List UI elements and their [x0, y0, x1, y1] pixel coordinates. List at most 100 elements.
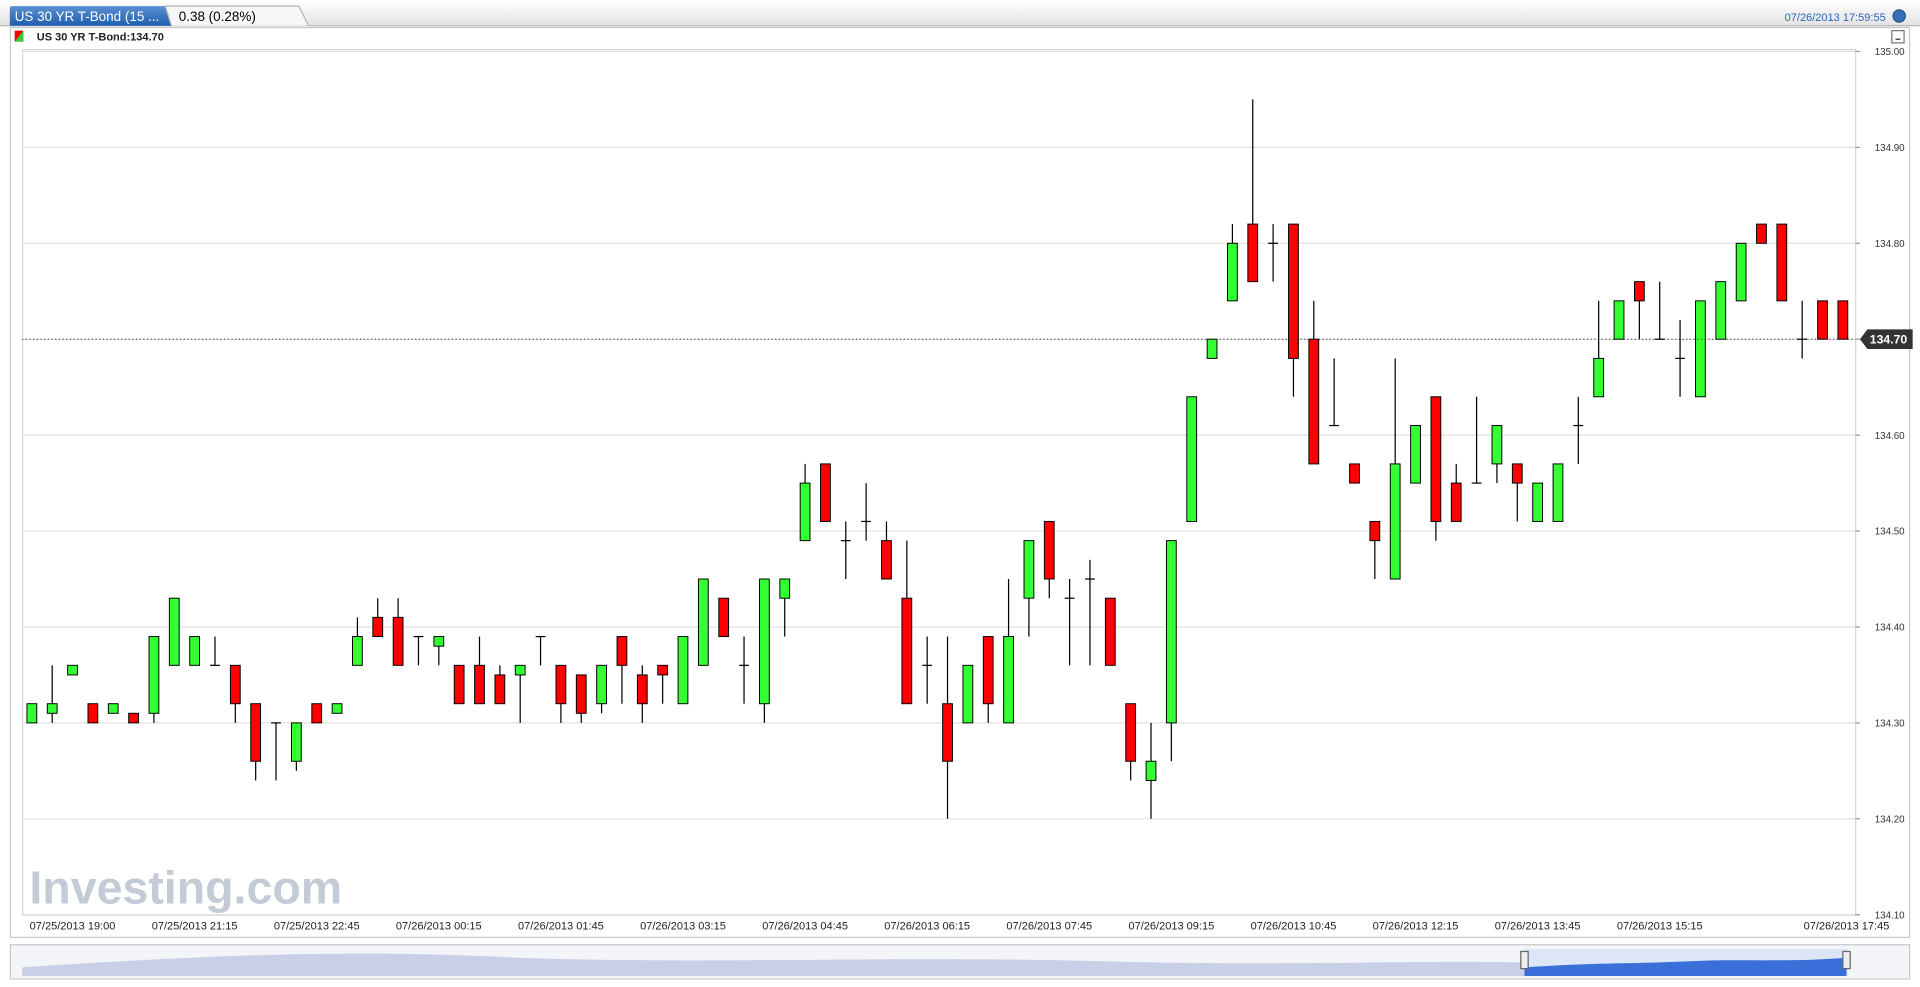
- candle-body: [799, 482, 811, 542]
- candle-body: [474, 664, 485, 705]
- candle-body: [107, 703, 119, 714]
- watermark: Investing.com: [29, 862, 342, 914]
- candle-body: [514, 664, 526, 676]
- candle-body: [1003, 636, 1014, 724]
- candle-body: [372, 616, 384, 638]
- y-tick-label: 135.00: [1875, 47, 1905, 58]
- candle-body: [250, 703, 262, 762]
- candle-body: [1308, 338, 1320, 465]
- y-tick-label: 134.50: [1875, 527, 1905, 538]
- candle-body: [1756, 223, 1767, 244]
- candle-body: [1186, 396, 1198, 522]
- minimize-button[interactable]: [1891, 30, 1905, 44]
- candle-body: [1817, 300, 1828, 340]
- candle-body: [1104, 597, 1116, 666]
- candle-body: [1613, 300, 1625, 340]
- candle-body: [229, 664, 241, 705]
- candle-body: [962, 664, 974, 724]
- x-tick-label: 07/26/2013 13:45: [1495, 920, 1581, 932]
- navigator-selection: [1524, 957, 1847, 976]
- x-tick-label: 07/26/2013 04:45: [762, 920, 848, 932]
- legend-label: US 30 YR T-Bond:134.70: [37, 31, 164, 43]
- x-tick-label: 07/26/2013 03:15: [640, 920, 726, 932]
- y-tick-label: 134.20: [1875, 814, 1905, 825]
- candle-body: [128, 712, 139, 724]
- candle-body: [1389, 463, 1401, 580]
- candle-body: [616, 636, 628, 666]
- candle-body: [1491, 425, 1503, 465]
- candle-body: [575, 674, 587, 714]
- candle-body: [290, 722, 302, 762]
- y-tick-label: 134.60: [1875, 431, 1905, 442]
- candle-body: [433, 636, 445, 647]
- x-tick-label: 07/26/2013 07:45: [1006, 920, 1092, 932]
- candle-body: [1023, 540, 1035, 599]
- candle-body: [1145, 760, 1157, 781]
- x-tick-label: 07/26/2013 01:45: [518, 920, 604, 932]
- candle-body: [697, 578, 709, 666]
- candle-body: [1552, 463, 1564, 522]
- x-tick-label: 07/26/2013 10:45: [1251, 920, 1337, 932]
- candle-body: [1165, 540, 1177, 724]
- candle-body: [596, 664, 607, 705]
- instrument-tab[interactable]: [9, 6, 172, 26]
- candle-body: [1633, 281, 1645, 302]
- candle-body: [168, 597, 180, 666]
- candle-body: [1206, 338, 1218, 359]
- timestamp: 07/26/2013 17:59:55: [1785, 12, 1886, 24]
- candle-body: [87, 703, 99, 724]
- candle-body: [718, 597, 730, 638]
- candle-body: [1776, 223, 1788, 302]
- candle-body: [1450, 482, 1462, 522]
- candle-body: [555, 664, 567, 705]
- candle-body: [1837, 300, 1849, 340]
- candle-body: [352, 636, 363, 666]
- candle-body: [1735, 242, 1747, 302]
- candle-body: [982, 636, 994, 705]
- navigator-handle-left[interactable]: [1520, 950, 1529, 970]
- candle-body: [1511, 463, 1523, 484]
- x-tick-label: 07/26/2013 17:45: [1804, 920, 1890, 932]
- candle-body: [1125, 703, 1137, 762]
- candle-body: [331, 703, 343, 714]
- candle-body: [311, 703, 323, 724]
- settings-button[interactable]: [1892, 9, 1906, 23]
- candle-body: [26, 703, 38, 724]
- y-tick-label: 134.10: [1875, 910, 1905, 921]
- last-price-tag: [1860, 329, 1913, 350]
- x-tick-label: 07/26/2013 06:15: [884, 920, 970, 932]
- candle-body: [1593, 357, 1605, 398]
- candle-body: [1349, 463, 1360, 484]
- candle-body: [1043, 520, 1055, 580]
- candle-body: [392, 616, 404, 666]
- candle-body: [1715, 281, 1727, 340]
- candle-body: [1227, 242, 1238, 302]
- candle-body: [1430, 396, 1442, 522]
- navigator-handle-right[interactable]: [1842, 950, 1851, 970]
- candle-body: [881, 540, 892, 580]
- candle-body: [494, 674, 506, 705]
- candle-body: [453, 664, 465, 705]
- candle-body: [189, 636, 201, 666]
- candle-body: [942, 703, 953, 762]
- candle-body: [820, 463, 831, 522]
- y-tick-label: 134.40: [1875, 623, 1905, 634]
- x-tick-label: 07/26/2013 15:15: [1617, 920, 1703, 932]
- top-bar: [0, 0, 1920, 26]
- candle-body: [1247, 223, 1259, 283]
- x-tick-label: 07/25/2013 19:00: [30, 920, 116, 932]
- x-tick-label: 07/26/2013 00:15: [396, 920, 482, 932]
- tab-title[interactable]: US 30 YR T-Bond (15 ...: [15, 9, 160, 24]
- change-text: 0.38 (0.28%): [179, 9, 256, 24]
- y-tick-label: 134.90: [1875, 143, 1905, 154]
- candle-body: [1288, 223, 1299, 359]
- candle-body: [901, 597, 913, 705]
- candle-body: [46, 703, 58, 714]
- x-tick-label: 07/25/2013 21:15: [152, 920, 238, 932]
- x-tick-label: 07/25/2013 22:45: [274, 920, 360, 932]
- candle-body: [636, 674, 648, 705]
- candle-body: [1410, 425, 1421, 484]
- candle-body: [657, 664, 669, 676]
- candle-body: [1695, 300, 1706, 398]
